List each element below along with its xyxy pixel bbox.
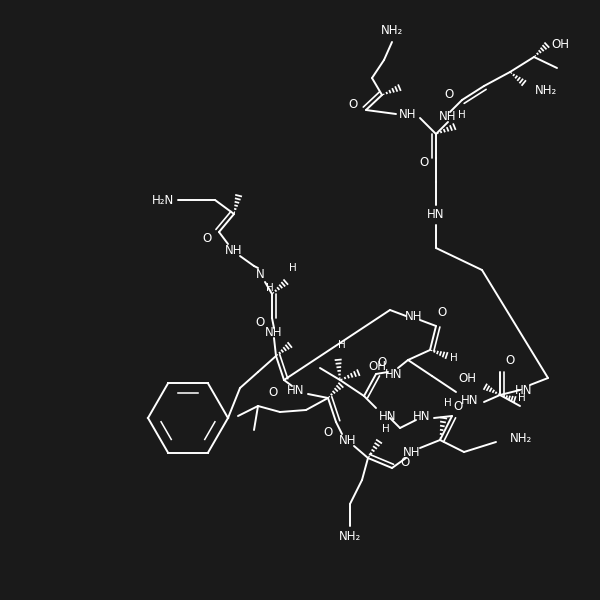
Text: O: O <box>454 400 463 413</box>
Text: H: H <box>444 398 452 408</box>
Text: O: O <box>349 98 358 112</box>
Text: OH: OH <box>551 37 569 50</box>
Text: NH: NH <box>339 433 357 446</box>
Text: OH: OH <box>458 371 476 385</box>
Text: HN: HN <box>287 383 305 397</box>
Text: O: O <box>505 353 515 367</box>
Text: HN: HN <box>413 409 431 422</box>
Text: HN: HN <box>427 208 445 221</box>
Text: NH₂: NH₂ <box>339 530 361 544</box>
Text: NH: NH <box>405 310 423 323</box>
Text: O: O <box>256 317 265 329</box>
Text: HN: HN <box>379 409 397 422</box>
Text: H: H <box>382 424 390 434</box>
Text: O: O <box>400 455 410 469</box>
Text: NH₂: NH₂ <box>510 431 532 445</box>
Text: NH₂: NH₂ <box>535 85 557 97</box>
Text: H: H <box>518 393 526 403</box>
Text: OH: OH <box>368 359 386 373</box>
Text: HN: HN <box>385 367 403 380</box>
Text: HN: HN <box>515 383 533 397</box>
Text: H: H <box>338 340 346 350</box>
Text: NH: NH <box>403 445 421 458</box>
Text: O: O <box>323 425 332 439</box>
Text: NH: NH <box>265 326 283 340</box>
Text: H: H <box>266 283 274 293</box>
Text: O: O <box>419 157 428 169</box>
Text: HN: HN <box>461 394 479 407</box>
Text: H: H <box>450 353 458 363</box>
Text: NH: NH <box>399 107 417 121</box>
Text: H: H <box>458 110 466 120</box>
Text: O: O <box>437 307 446 319</box>
Text: H₂N: H₂N <box>152 193 174 206</box>
Text: O: O <box>268 385 278 398</box>
Text: O: O <box>445 88 454 100</box>
Text: NH: NH <box>439 110 457 124</box>
Text: H: H <box>289 263 297 273</box>
Text: NH₂: NH₂ <box>381 23 403 37</box>
Text: O: O <box>377 356 386 370</box>
Text: N: N <box>256 268 265 280</box>
Text: O: O <box>202 232 212 245</box>
Text: NH: NH <box>225 244 243 257</box>
